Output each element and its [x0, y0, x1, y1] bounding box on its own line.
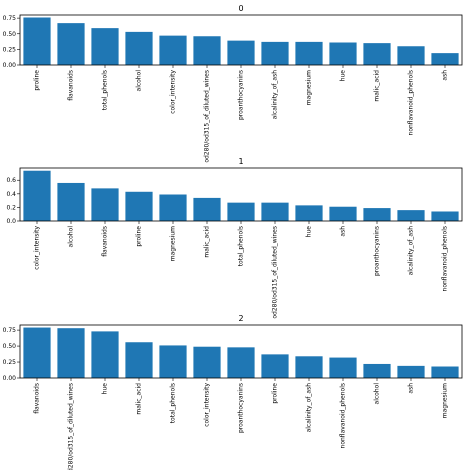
bar	[125, 342, 153, 378]
x-tick-label: color_intensity	[34, 226, 41, 270]
x-tick-label: flavanoids	[102, 226, 109, 257]
panel-title: 0	[238, 4, 243, 13]
x-tick-label: proline	[34, 70, 41, 91]
x-tick-label: proline	[272, 383, 279, 404]
panel-title: 1	[238, 157, 243, 166]
chart-panel-2: 2 0.00 0.25 0.50 0.75 flavanoids od280/od315_o…	[3, 314, 463, 470]
x-tick-label: hue	[340, 70, 347, 82]
x-tick-label: alcalinity_of_ash	[306, 383, 313, 433]
x-tick-label: malic_acid	[136, 383, 143, 415]
x-tick-label: flavanoids	[68, 70, 75, 101]
bar	[193, 36, 221, 65]
panel-title: 2	[238, 314, 243, 323]
bar	[363, 208, 391, 221]
chart-panel-0: 0 0.00 0.25 0.50 0.75 proline flavanoids total_…	[3, 4, 463, 163]
y-tick-label: 0.75	[3, 15, 17, 22]
x-tick-label: alcohol	[136, 70, 143, 92]
x-tick-label: total_phenols	[238, 226, 245, 266]
bar	[159, 345, 187, 378]
x-tick-label: total_phenols	[170, 383, 177, 423]
x-tick-label: alcohol	[68, 226, 75, 248]
bar	[431, 366, 459, 378]
x-tick-label: proanthocyanins	[238, 70, 245, 120]
y-tick-label: 0.25	[3, 359, 17, 366]
bar	[261, 202, 289, 221]
x-tick-label: total_phenols	[102, 70, 109, 110]
bar	[193, 346, 221, 378]
bar	[261, 41, 289, 66]
y-tick-label: 0.50	[3, 343, 17, 350]
bar	[159, 35, 187, 66]
x-tick-label: hue	[102, 383, 109, 395]
bar	[125, 191, 153, 221]
y-tick-label: 0.00	[3, 375, 17, 382]
x-tick-label: proanthocyanins	[374, 226, 381, 276]
bar	[23, 327, 51, 378]
x-tick-label: magnesium	[442, 383, 449, 418]
x-tick-label: magnesium	[306, 70, 313, 105]
bar	[159, 194, 187, 221]
x-tick-label: ash	[408, 383, 415, 394]
x-tick-label: od280/od315_of_diluted_wines	[204, 70, 211, 163]
y-tick-label: 0.4	[6, 191, 16, 198]
y-tick-label: 0.75	[3, 327, 17, 334]
bar	[397, 46, 425, 65]
bar	[295, 41, 323, 66]
x-tick-label: alcohol	[374, 383, 381, 405]
bar	[329, 42, 357, 65]
bar	[23, 17, 51, 65]
bar	[193, 197, 221, 221]
bar	[91, 331, 119, 378]
bar	[329, 357, 357, 378]
x-tick-label: proanthocyanins	[238, 383, 245, 433]
bar	[295, 205, 323, 221]
bar	[397, 210, 425, 221]
bar	[91, 28, 119, 66]
bar	[227, 202, 255, 221]
bar	[125, 31, 153, 66]
bar	[363, 43, 391, 66]
bar	[227, 347, 255, 378]
x-tick-label: alcalinity_of_ash	[408, 226, 415, 276]
bar	[261, 354, 289, 378]
x-tick-label: proline	[136, 226, 143, 247]
y-tick-label: 0.00	[3, 62, 17, 69]
y-tick-label: 0.50	[3, 31, 17, 38]
x-tick-label: alcalinity_of_ash	[272, 70, 279, 120]
x-tick-label: magnesium	[170, 226, 177, 261]
x-tick-label: nonflavanoid_phenols	[340, 383, 347, 448]
x-tick-label: nonflavanoid_phenols	[442, 226, 449, 291]
bar	[431, 53, 459, 66]
bar	[397, 365, 425, 378]
chart-panel-1: 1 0.0 0.2 0.4 0.6 color_intensity alcohol flava…	[6, 157, 463, 319]
x-tick-label: ash	[442, 70, 449, 81]
x-tick-label: malic_acid	[204, 226, 211, 258]
y-tick-label: 0.25	[3, 46, 17, 53]
bar	[23, 170, 51, 221]
x-tick-label: od280/od315_of_diluted_wines	[272, 226, 279, 319]
x-tick-label: flavanoids	[34, 383, 41, 414]
x-tick-label: nonflavanoid_phenols	[408, 70, 415, 135]
x-tick-label: hue	[306, 226, 313, 238]
bar	[57, 328, 85, 378]
y-tick-label: 0.6	[6, 177, 16, 184]
x-tick-label: ash	[340, 226, 347, 237]
bar	[227, 40, 255, 66]
bar	[295, 356, 323, 378]
bar	[329, 206, 357, 221]
y-tick-label: 0.0	[6, 218, 16, 225]
bar	[57, 182, 85, 221]
bar	[431, 211, 459, 221]
x-tick-label: color_intensity	[170, 70, 177, 114]
bar	[57, 23, 85, 66]
bar	[363, 363, 391, 378]
x-tick-label: color_intensity	[204, 383, 211, 427]
y-tick-label: 0.2	[6, 204, 16, 211]
bar	[91, 188, 119, 221]
x-tick-label: od280/od315_of_diluted_wines	[68, 383, 75, 470]
x-tick-label: malic_acid	[374, 70, 381, 102]
